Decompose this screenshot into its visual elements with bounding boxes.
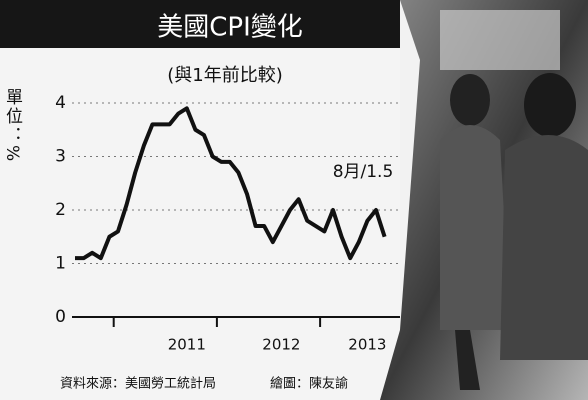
chart-subtitle: (與1年前比較) — [167, 65, 283, 86]
y-tick-label: 2 — [55, 200, 66, 220]
y-tick-label: 1 — [55, 254, 66, 274]
plot-background — [0, 0, 400, 400]
y-axis-label: 單位：% — [2, 88, 22, 164]
credit: 繪圖：陳友諭 — [270, 376, 348, 392]
annotation: 8月/1.5 — [333, 162, 394, 182]
chart-title: 美國CPI變化 — [157, 13, 303, 43]
x-tick-label: 2011 — [168, 336, 206, 354]
y-tick-label: 3 — [55, 147, 66, 167]
x-tick-label: 2013 — [348, 336, 386, 354]
y-tick-label: 4 — [55, 93, 66, 113]
title-bar — [0, 0, 400, 48]
x-tick-label: 2012 — [262, 336, 300, 354]
source: 資料來源：美國勞工統計局 — [60, 376, 216, 392]
line — [75, 106, 387, 261]
y-tick-label: 0 — [55, 307, 66, 327]
photo — [380, 0, 588, 400]
